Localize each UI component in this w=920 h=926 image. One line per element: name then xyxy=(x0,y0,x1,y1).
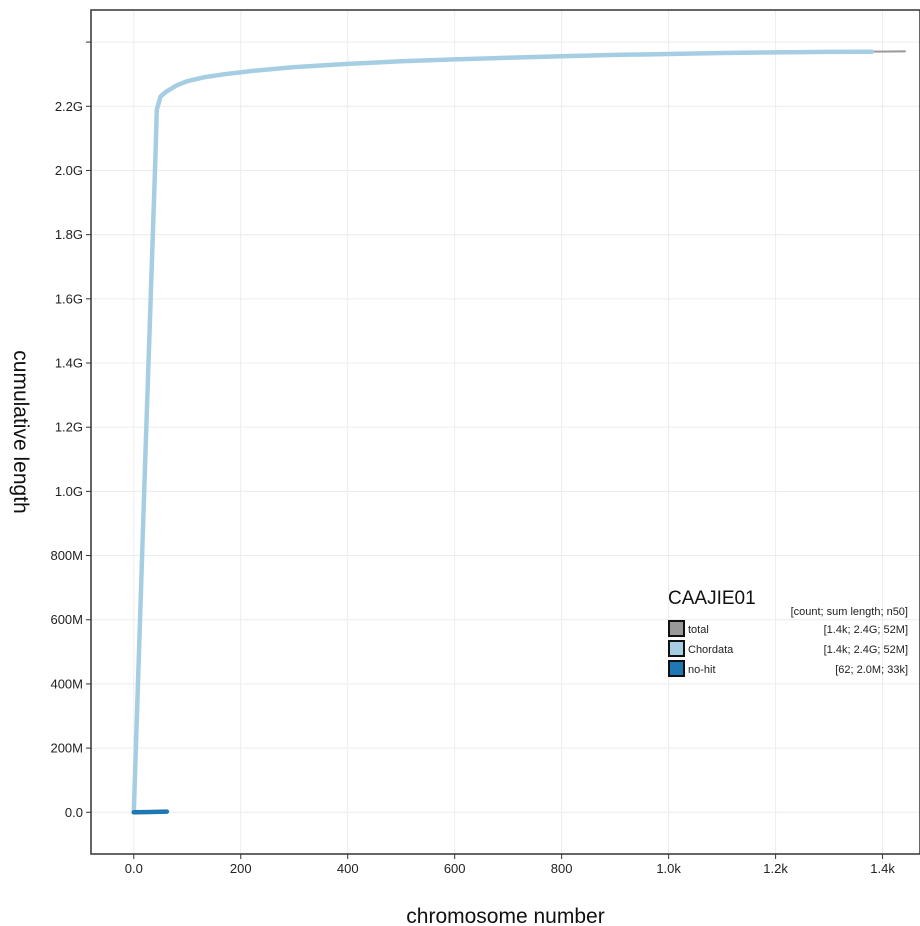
x-tick-label: 200 xyxy=(230,861,252,876)
grid-layer xyxy=(91,10,920,854)
legend-item: total [1.4k; 2.4G; 52M] xyxy=(668,620,908,637)
legend: CAAJIE01 [count; sum length; n50] total [… xyxy=(668,588,908,677)
y-tick-label: 1.0G xyxy=(55,484,83,499)
legend-stats: [62; 2.0M; 33k] xyxy=(835,664,908,676)
legend-header: [count; sum length; n50] xyxy=(791,606,908,618)
legend-item: no-hit [62; 2.0M; 33k] xyxy=(668,660,908,677)
plot-frame xyxy=(90,9,920,855)
y-tick-label: 1.6G xyxy=(55,291,83,306)
x-tick-label: 800 xyxy=(551,861,573,876)
ticks-layer: 0.0 200 400 600 800 1.0k 1.2k 1.4k 0.0 200M 400M 60… xyxy=(50,41,895,876)
x-tick-label: 600 xyxy=(444,861,466,876)
y-tick-label: 600M xyxy=(50,612,83,627)
y-tick-label: 2.0G xyxy=(55,163,83,178)
series-line-total xyxy=(132,50,906,814)
legend-swatch xyxy=(668,660,685,677)
y-tick-label: 0.0 xyxy=(65,805,83,820)
x-tick-label: 1.2k xyxy=(763,861,788,876)
legend-item: Chordata [1.4k; 2.4G; 52M] xyxy=(668,640,908,657)
y-tick-label: 200M xyxy=(50,741,83,756)
series-layer xyxy=(131,49,906,815)
series-line-no-hit xyxy=(131,809,170,815)
x-axis-title: chromosome number xyxy=(406,905,604,926)
y-tick-label: 1.4G xyxy=(55,356,83,371)
legend-entries: total [1.4k; 2.4G; 52M] Chordata [1.4k; 2.4… xyxy=(668,620,908,677)
legend-stats: [1.4k; 2.4G; 52M] xyxy=(824,624,908,636)
legend-swatch xyxy=(668,640,685,657)
x-tick-label: 1.0k xyxy=(656,861,681,876)
y-tick-label: 2.2G xyxy=(55,99,83,114)
legend-swatch xyxy=(668,620,685,637)
x-tick-label: 400 xyxy=(337,861,359,876)
legend-label: Chordata xyxy=(688,644,734,656)
legend-title: CAAJIE01 xyxy=(668,588,756,609)
y-tick-label: 800M xyxy=(50,548,83,563)
y-tick-label: 1.2G xyxy=(55,420,83,435)
legend-stats: [1.4k; 2.4G; 52M] xyxy=(824,644,908,656)
legend-label: total xyxy=(688,624,709,636)
y-axis-title: cumulative length xyxy=(9,350,32,513)
y-tick-label: 1.8G xyxy=(55,227,83,242)
legend-label: no-hit xyxy=(688,664,716,676)
series-line-chordata xyxy=(131,49,875,815)
y-tick-label: 400M xyxy=(50,676,83,691)
x-tick-label: 0.0 xyxy=(125,861,143,876)
x-tick-label: 1.4k xyxy=(870,861,895,876)
